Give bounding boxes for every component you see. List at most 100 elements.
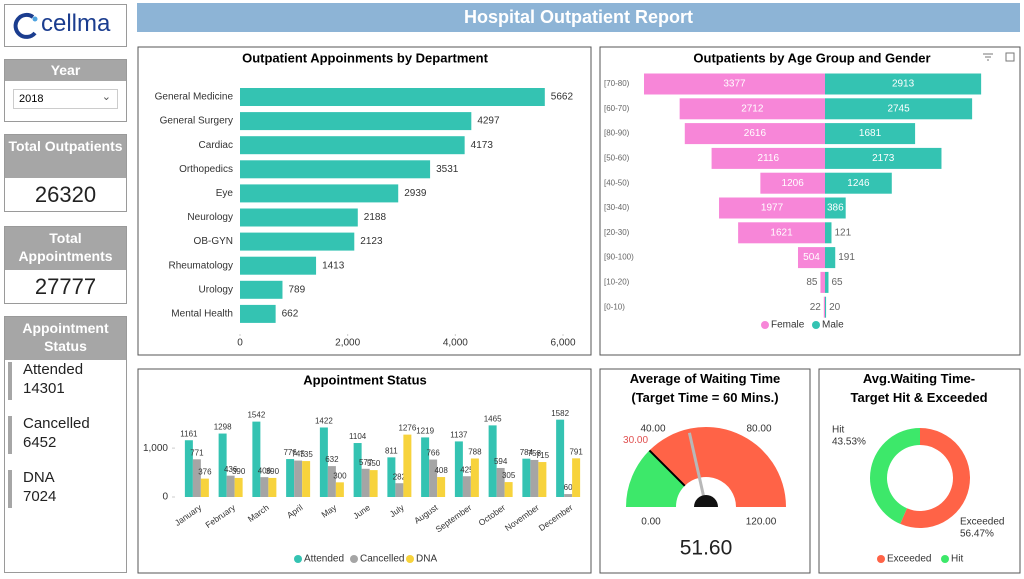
slice-category: Exceeded bbox=[960, 517, 1004, 528]
legend-label: DNA bbox=[416, 554, 437, 565]
data-label: 3531 bbox=[436, 164, 459, 175]
bar bbox=[437, 477, 446, 497]
bar bbox=[403, 434, 412, 497]
bar bbox=[240, 280, 283, 299]
bar bbox=[488, 425, 497, 497]
legend-marker bbox=[350, 555, 358, 563]
status-marker bbox=[8, 470, 12, 508]
y-tick-label: [0-10) bbox=[604, 302, 625, 311]
gauge-tick-label: 80.00 bbox=[746, 424, 771, 435]
title-line: Average of Waiting Time bbox=[630, 371, 781, 386]
dropdown-arrow: ⌄ bbox=[101, 91, 111, 103]
data-label: 550 bbox=[367, 459, 381, 468]
data-label: 121 bbox=[834, 227, 851, 238]
data-label: 408 bbox=[434, 466, 448, 475]
data-label: 2939 bbox=[404, 188, 427, 199]
data-label: 1977 bbox=[761, 203, 784, 214]
target-line bbox=[648, 449, 686, 487]
y-tick-label: [80-90) bbox=[604, 129, 630, 138]
bar bbox=[470, 458, 479, 497]
status-title: Appointment Status bbox=[5, 317, 126, 360]
data-label: 776 bbox=[283, 448, 297, 457]
donut-slice bbox=[869, 427, 920, 524]
bar bbox=[395, 483, 404, 497]
bar bbox=[679, 98, 825, 120]
data-label: 2616 bbox=[744, 128, 767, 139]
focus-icon[interactable] bbox=[1005, 52, 1015, 62]
bar bbox=[240, 256, 317, 275]
y-tick-label: Rheumatology bbox=[169, 260, 233, 271]
data-label: 791 bbox=[569, 447, 583, 456]
filter-icon[interactable] bbox=[983, 53, 993, 61]
data-label: 1276 bbox=[398, 424, 416, 433]
data-label: 1465 bbox=[484, 414, 502, 423]
bar bbox=[825, 222, 832, 244]
data-label: 20 bbox=[829, 302, 841, 313]
y-tick-label: Mental Health bbox=[171, 309, 233, 320]
bar bbox=[421, 437, 430, 497]
gauge-hub bbox=[694, 495, 718, 507]
data-label: 784 bbox=[520, 448, 534, 457]
data-label: 1621 bbox=[770, 227, 793, 238]
chart-title: Appointment Status bbox=[303, 372, 427, 387]
bar bbox=[522, 458, 531, 497]
data-label: 1104 bbox=[349, 432, 367, 441]
data-label: 577 bbox=[359, 458, 373, 467]
chart-title: Average of Waiting Time (Target Time = 60… bbox=[630, 371, 781, 405]
bar bbox=[825, 247, 836, 269]
title-line: Target Hit & Exceeded bbox=[850, 390, 987, 405]
bar bbox=[820, 271, 825, 293]
data-label: 735 bbox=[299, 450, 313, 459]
needle bbox=[687, 432, 706, 500]
y-tick-label: Urology bbox=[199, 284, 233, 295]
kpi-value: 26320 bbox=[34, 182, 97, 207]
bar bbox=[429, 459, 438, 497]
data-label: 1161 bbox=[180, 429, 198, 438]
year-value: 2018 bbox=[19, 93, 44, 105]
chart-title: Outpatient Appoinments by Department bbox=[242, 50, 488, 65]
data-label: 662 bbox=[282, 309, 299, 320]
bar bbox=[353, 443, 362, 497]
year-dropdown[interactable]: 2018 ⌄ bbox=[13, 89, 118, 109]
data-label: 2188 bbox=[364, 212, 387, 223]
data-label: 1137 bbox=[450, 431, 468, 440]
bar bbox=[286, 459, 295, 497]
bar bbox=[226, 475, 235, 497]
y-tick-label: Neurology bbox=[187, 212, 233, 223]
title-line: (Target Time = 60 Mins.) bbox=[631, 390, 778, 405]
donut-slice bbox=[900, 428, 970, 528]
data-label: 386 bbox=[827, 203, 844, 214]
y-tick-label: [30-40) bbox=[604, 203, 630, 212]
data-label: 1422 bbox=[315, 417, 333, 426]
legend-label: Attended bbox=[304, 554, 344, 565]
chart-title: Outpatients by Age Group and Gender bbox=[693, 50, 930, 65]
status-item: Attended 14301 bbox=[5, 360, 126, 414]
bar bbox=[825, 197, 846, 219]
data-label: 1542 bbox=[247, 411, 265, 420]
bar bbox=[797, 247, 825, 269]
bar bbox=[387, 457, 396, 497]
legend-label: Exceeded bbox=[887, 554, 931, 565]
y-tick-label: [50-60) bbox=[604, 154, 630, 163]
status-item: DNA 7024 bbox=[5, 468, 126, 522]
bar bbox=[268, 477, 277, 497]
data-label: 406 bbox=[258, 466, 272, 475]
y-tick-label: Cardiac bbox=[199, 140, 233, 151]
bar bbox=[738, 222, 825, 244]
gauge-value: 51.60 bbox=[680, 537, 733, 560]
data-label: 22 bbox=[810, 302, 822, 313]
data-label: 766 bbox=[426, 449, 440, 458]
header-bar: Hospital Outpatient Report bbox=[137, 3, 1020, 32]
bar bbox=[719, 197, 825, 219]
data-label: 4173 bbox=[471, 140, 494, 151]
data-label: 1246 bbox=[847, 178, 870, 189]
bar bbox=[760, 172, 825, 194]
data-label: 436 bbox=[224, 465, 238, 474]
bar bbox=[564, 494, 573, 497]
kpi-card: Total Appointments 27777 bbox=[4, 226, 127, 304]
bar bbox=[556, 419, 565, 497]
data-label: 5662 bbox=[551, 92, 574, 103]
logo-text: cellma bbox=[41, 10, 111, 37]
status-value: 7024 bbox=[23, 488, 57, 505]
